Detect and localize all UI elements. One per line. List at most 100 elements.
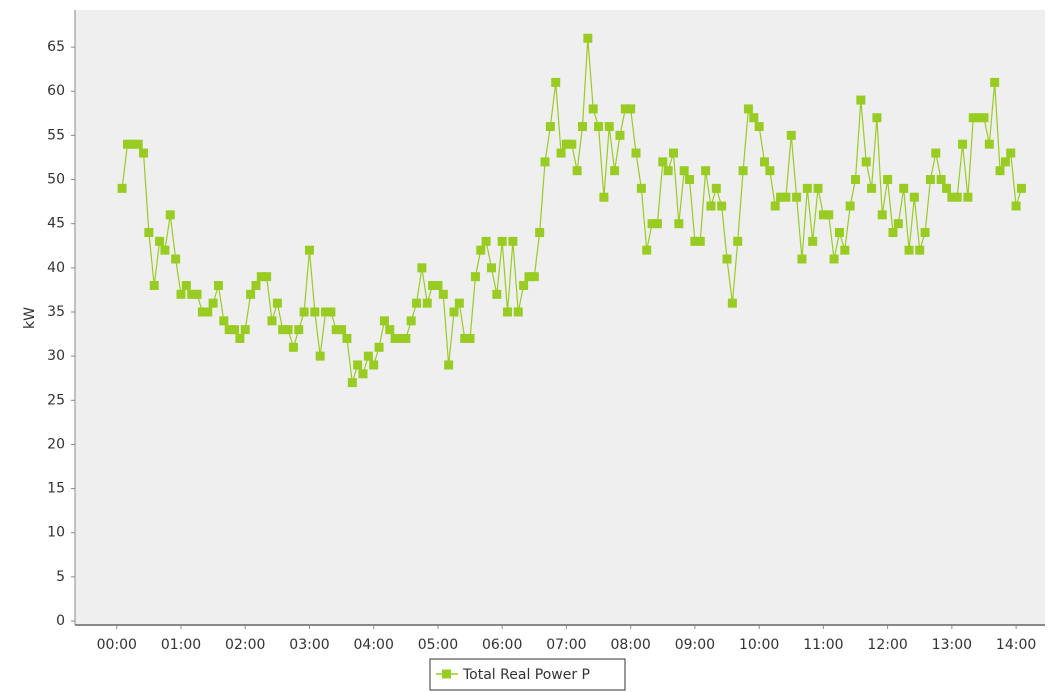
data-point bbox=[1011, 201, 1021, 211]
y-tick-label: 10 bbox=[47, 525, 65, 541]
y-tick-label: 35 bbox=[47, 304, 65, 320]
y-tick-label: 40 bbox=[47, 260, 65, 276]
data-point bbox=[958, 139, 968, 149]
data-point bbox=[288, 342, 298, 352]
data-point bbox=[776, 192, 786, 202]
x-tick-label: 02:00 bbox=[225, 637, 265, 653]
y-tick-label: 25 bbox=[47, 392, 65, 408]
data-point bbox=[433, 280, 443, 290]
data-point bbox=[818, 210, 828, 220]
data-point bbox=[171, 254, 181, 264]
data-point bbox=[406, 316, 416, 326]
legend-marker bbox=[442, 669, 451, 679]
data-point bbox=[160, 245, 170, 255]
data-point bbox=[353, 360, 363, 370]
data-point bbox=[272, 298, 282, 308]
data-point bbox=[337, 325, 347, 335]
data-point bbox=[219, 316, 229, 326]
data-point bbox=[840, 245, 850, 255]
data-point bbox=[845, 201, 855, 211]
x-tick-label: 14:00 bbox=[996, 637, 1036, 653]
data-point bbox=[754, 122, 764, 132]
data-point bbox=[990, 77, 1000, 87]
data-point bbox=[663, 166, 673, 176]
data-point bbox=[947, 192, 957, 202]
data-point bbox=[545, 122, 555, 132]
data-point bbox=[401, 333, 411, 343]
data-point bbox=[460, 333, 470, 343]
data-point bbox=[588, 104, 598, 114]
data-point bbox=[583, 33, 593, 43]
data-point bbox=[197, 307, 207, 317]
data-point bbox=[936, 175, 946, 185]
data-point bbox=[963, 192, 973, 202]
data-point bbox=[1016, 183, 1026, 193]
x-tick-label: 00:00 bbox=[97, 637, 137, 653]
data-point bbox=[235, 333, 245, 343]
data-point bbox=[133, 139, 143, 149]
data-point bbox=[444, 360, 454, 370]
data-point bbox=[738, 166, 748, 176]
x-tick-label: 09:00 bbox=[675, 637, 715, 653]
data-point bbox=[251, 280, 261, 290]
data-point bbox=[974, 113, 984, 123]
data-point bbox=[283, 325, 293, 335]
data-point bbox=[679, 166, 689, 176]
data-point bbox=[524, 272, 534, 282]
data-point bbox=[358, 369, 368, 379]
data-point bbox=[465, 333, 475, 343]
data-point bbox=[577, 122, 587, 132]
data-point bbox=[792, 192, 802, 202]
data-point bbox=[829, 254, 839, 264]
data-point bbox=[246, 289, 256, 299]
data-point bbox=[422, 298, 432, 308]
x-tick-label: 06:00 bbox=[482, 637, 522, 653]
data-point bbox=[931, 148, 941, 158]
data-point bbox=[310, 307, 320, 317]
data-point bbox=[321, 307, 331, 317]
x-tick-label: 08:00 bbox=[610, 637, 650, 653]
data-point bbox=[256, 272, 266, 282]
data-point bbox=[711, 183, 721, 193]
data-point bbox=[920, 228, 930, 238]
data-point bbox=[893, 219, 903, 229]
data-point bbox=[561, 139, 571, 149]
data-point bbox=[722, 254, 732, 264]
data-point bbox=[759, 157, 769, 167]
data-point bbox=[395, 333, 405, 343]
y-tick-label: 50 bbox=[47, 172, 65, 188]
data-point bbox=[636, 183, 646, 193]
y-tick-label: 20 bbox=[47, 436, 65, 452]
data-point bbox=[658, 157, 668, 167]
data-point bbox=[674, 219, 684, 229]
data-point bbox=[915, 245, 925, 255]
y-tick-label: 65 bbox=[47, 39, 65, 55]
x-tick-label: 10:00 bbox=[739, 637, 779, 653]
data-point bbox=[331, 325, 341, 335]
data-point bbox=[808, 236, 818, 246]
data-point bbox=[706, 201, 716, 211]
data-point bbox=[909, 192, 919, 202]
data-point bbox=[942, 183, 952, 193]
data-point bbox=[872, 113, 882, 123]
data-point bbox=[995, 166, 1005, 176]
y-tick-label: 60 bbox=[47, 83, 65, 99]
y-tick-label: 45 bbox=[47, 216, 65, 232]
data-point bbox=[428, 280, 438, 290]
data-point bbox=[925, 175, 935, 185]
data-point bbox=[604, 122, 614, 132]
y-tick-label: 30 bbox=[47, 348, 65, 364]
data-point bbox=[631, 148, 641, 158]
data-point bbox=[262, 272, 272, 282]
legend-label: Total Real Power P bbox=[462, 667, 590, 683]
x-tick-label: 11:00 bbox=[803, 637, 843, 653]
data-point bbox=[883, 175, 893, 185]
data-point bbox=[824, 210, 834, 220]
data-point bbox=[486, 263, 496, 273]
data-point bbox=[1006, 148, 1016, 158]
data-point bbox=[299, 307, 309, 317]
data-point bbox=[856, 95, 866, 105]
data-point bbox=[508, 236, 518, 246]
data-point bbox=[326, 307, 336, 317]
data-point bbox=[492, 289, 502, 299]
